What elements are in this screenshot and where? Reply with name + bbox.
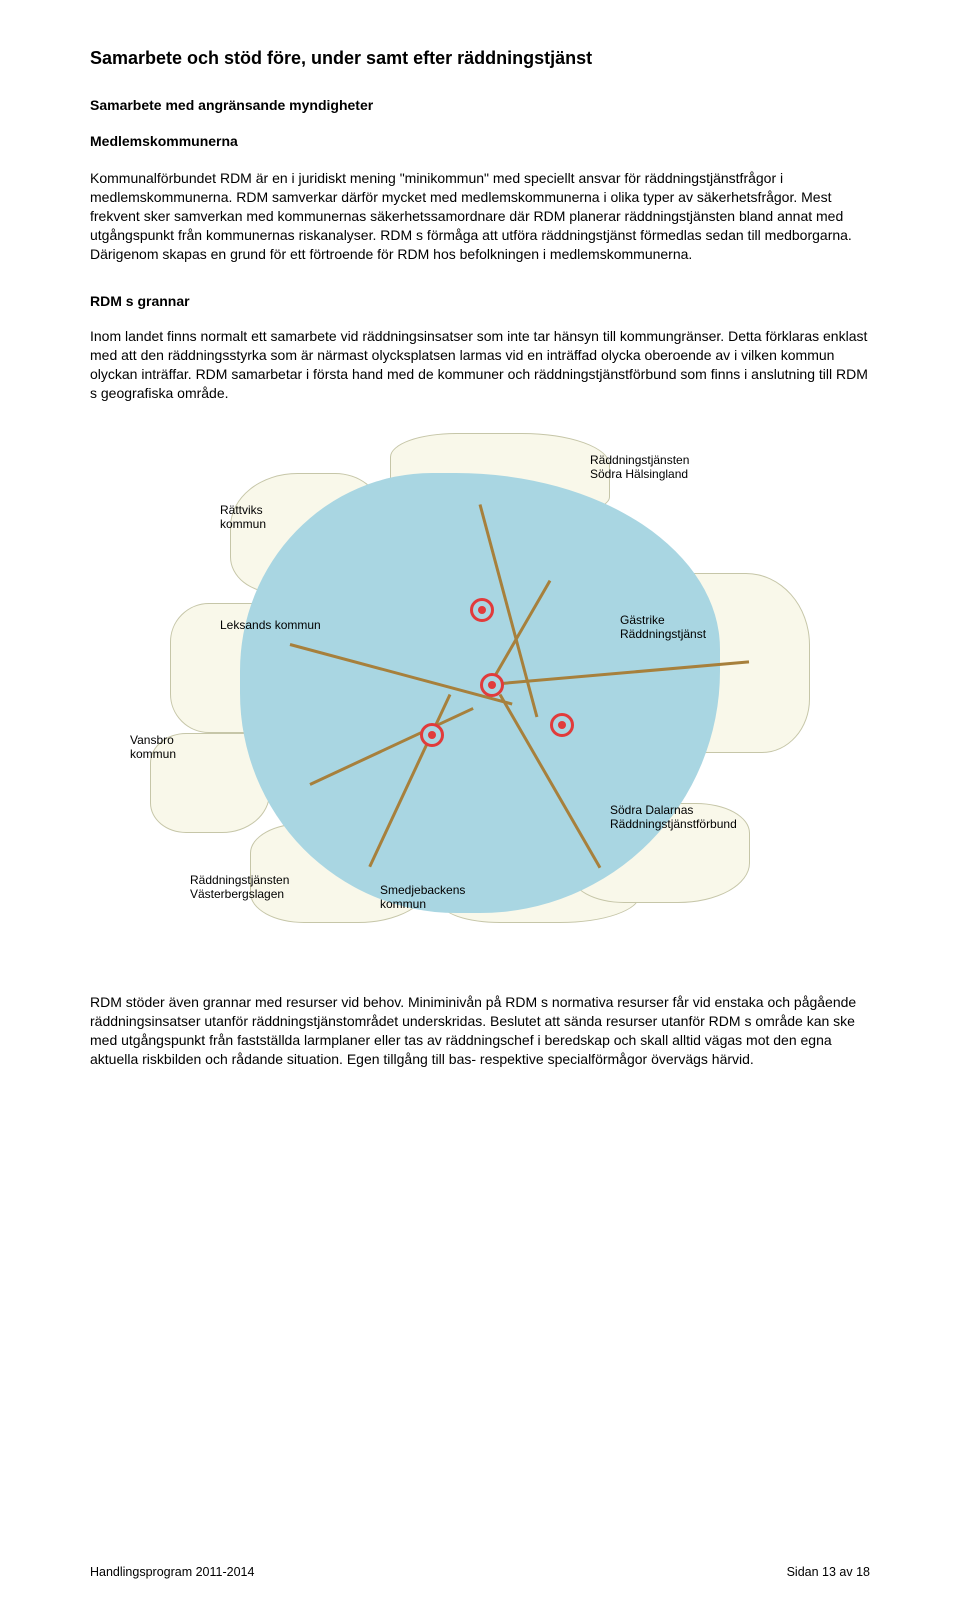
map-label-sodra-dalarna: Södra Dalarnas Räddningstjänstförbund — [610, 803, 737, 832]
footer-left: Handlingsprogram 2011-2014 — [90, 1565, 254, 1579]
footer-right: Sidan 13 av 18 — [787, 1565, 870, 1579]
paragraph-1: Kommunalförbundet RDM är en i juridiskt … — [90, 169, 870, 263]
paragraph-3: RDM stöder även grannar med resurser vid… — [90, 993, 870, 1069]
map-diagram: Rättviks kommun Räddningstjänsten Södra … — [90, 423, 870, 963]
map-label-rattvik: Rättviks kommun — [220, 503, 266, 532]
map-label-gastrike: Gästrike Räddningstjänst — [620, 613, 706, 642]
map-node-icon — [550, 713, 574, 737]
map-label-sodra-halsingland: Räddningstjänsten Södra Hälsingland — [590, 453, 689, 482]
page-title: Samarbete och stöd före, under samt efte… — [90, 48, 870, 69]
paragraph-2: Inom landet finns normalt ett samarbete … — [90, 327, 870, 403]
section-heading-1: Samarbete med angränsande myndigheter — [90, 97, 870, 113]
section-subheading-1: Medlemskommunerna — [90, 133, 870, 149]
map-label-vansbro: Vansbro kommun — [130, 733, 176, 762]
map-label-leksand: Leksands kommun — [220, 618, 321, 632]
map-node-icon — [420, 723, 444, 747]
map-node-icon — [480, 673, 504, 697]
map-node-icon — [470, 598, 494, 622]
section-heading-2: RDM s grannar — [90, 293, 870, 309]
map-label-smedjebacken: Smedjebackens kommun — [380, 883, 465, 912]
page-footer: Handlingsprogram 2011-2014 Sidan 13 av 1… — [90, 1565, 870, 1579]
map-label-vasterbergslagen: Räddningstjänsten Västerbergslagen — [190, 873, 289, 902]
